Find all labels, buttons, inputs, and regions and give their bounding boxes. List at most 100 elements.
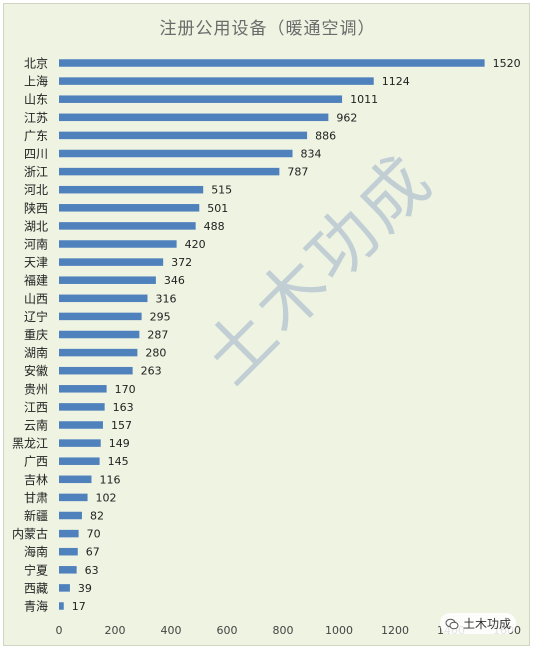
x-tick-label: 1000 — [325, 624, 353, 637]
category-label: 江苏 — [24, 111, 48, 125]
category-label: 辽宁 — [24, 309, 48, 324]
bar — [59, 330, 140, 339]
chart-title: 注册公用设备（暖通空调） — [159, 19, 376, 39]
x-tick-label: 200 — [105, 624, 126, 637]
data-label: 263 — [141, 365, 162, 378]
bar — [59, 312, 142, 321]
bar — [59, 439, 101, 447]
category-label: 陕西 — [24, 200, 48, 215]
bar — [59, 366, 133, 375]
category-label: 山东 — [24, 93, 48, 107]
bar — [59, 511, 82, 520]
x-tick-label: 0 — [56, 624, 63, 637]
bar — [59, 547, 78, 556]
x-tick-label: 800 — [273, 624, 294, 637]
category-label: 广西 — [24, 455, 48, 469]
category-label: 四川 — [24, 147, 48, 161]
data-label: 295 — [150, 310, 171, 323]
bar — [59, 566, 77, 574]
category-label: 河南 — [24, 237, 48, 252]
data-label: 346 — [164, 274, 185, 287]
data-label: 17 — [72, 600, 86, 613]
bar — [59, 113, 329, 122]
category-label: 上海 — [24, 74, 48, 89]
data-label: 102 — [96, 491, 117, 504]
category-label: 安徽 — [24, 363, 48, 378]
category-label: 福建 — [24, 273, 48, 288]
brand-label: 土木功成 — [463, 617, 512, 631]
category-label: 重庆 — [24, 328, 48, 342]
wechat-icon — [445, 618, 459, 629]
category-label: 湖北 — [24, 218, 48, 233]
data-label: 515 — [211, 184, 232, 197]
data-label: 39 — [78, 582, 92, 595]
x-tick-label: 400 — [161, 624, 182, 637]
bar — [59, 240, 177, 248]
bar — [59, 421, 103, 429]
bar — [59, 167, 280, 176]
data-label: 787 — [287, 166, 308, 179]
data-label: 149 — [109, 437, 130, 450]
bar — [59, 59, 485, 67]
bar — [59, 529, 79, 538]
bar — [59, 403, 105, 411]
bar — [59, 493, 88, 502]
data-label: 157 — [111, 419, 132, 432]
data-label: 372 — [171, 256, 192, 269]
category-label: 湖南 — [24, 345, 48, 360]
data-label: 1124 — [382, 75, 410, 88]
category-label: 贵州 — [24, 382, 48, 396]
chart-frame — [3, 3, 530, 646]
data-label: 116 — [99, 473, 120, 486]
x-tick-label: 1200 — [381, 624, 409, 637]
bar — [59, 258, 164, 266]
data-label: 280 — [145, 347, 166, 360]
bar — [59, 602, 64, 610]
data-label: 834 — [301, 148, 322, 161]
category-label: 广东 — [24, 129, 48, 143]
data-label: 63 — [85, 564, 99, 577]
bar — [59, 348, 138, 357]
data-label: 1520 — [493, 57, 521, 70]
bar — [59, 294, 148, 303]
category-label: 黑龙江 — [12, 437, 48, 451]
category-label: 河北 — [24, 183, 48, 197]
data-label: 962 — [336, 111, 357, 124]
data-label: 287 — [147, 329, 168, 342]
category-label: 海南 — [24, 544, 48, 559]
category-label: 新疆 — [24, 508, 48, 523]
data-label: 70 — [87, 528, 101, 541]
bar — [59, 77, 374, 85]
bar — [59, 149, 293, 158]
category-label: 江西 — [24, 400, 48, 414]
category-label: 吉林 — [24, 473, 48, 487]
data-label: 145 — [108, 455, 129, 468]
bar — [59, 475, 92, 484]
category-label: 浙江 — [24, 165, 48, 179]
data-label: 420 — [185, 238, 206, 251]
brand-badge: 土木功成 — [440, 613, 517, 634]
category-label: 天津 — [24, 256, 48, 270]
bar — [59, 222, 196, 230]
bar — [59, 131, 308, 140]
category-label: 内蒙古 — [12, 526, 48, 541]
category-label: 甘肃 — [24, 491, 48, 505]
data-label: 67 — [86, 546, 100, 559]
data-label: 1011 — [350, 93, 378, 106]
category-label: 山西 — [24, 292, 48, 306]
x-tick-label: 600 — [217, 624, 238, 637]
bar — [59, 95, 343, 103]
data-label: 316 — [155, 292, 176, 305]
bar — [59, 584, 70, 592]
category-label: 西藏 — [24, 581, 48, 595]
data-label: 170 — [115, 383, 136, 396]
category-label: 青海 — [24, 599, 48, 614]
bar — [59, 457, 100, 465]
data-label: 163 — [113, 401, 134, 414]
bar — [59, 185, 204, 194]
bar — [59, 204, 200, 212]
data-label: 886 — [315, 129, 336, 142]
bar — [59, 385, 107, 393]
data-label: 488 — [204, 220, 225, 233]
